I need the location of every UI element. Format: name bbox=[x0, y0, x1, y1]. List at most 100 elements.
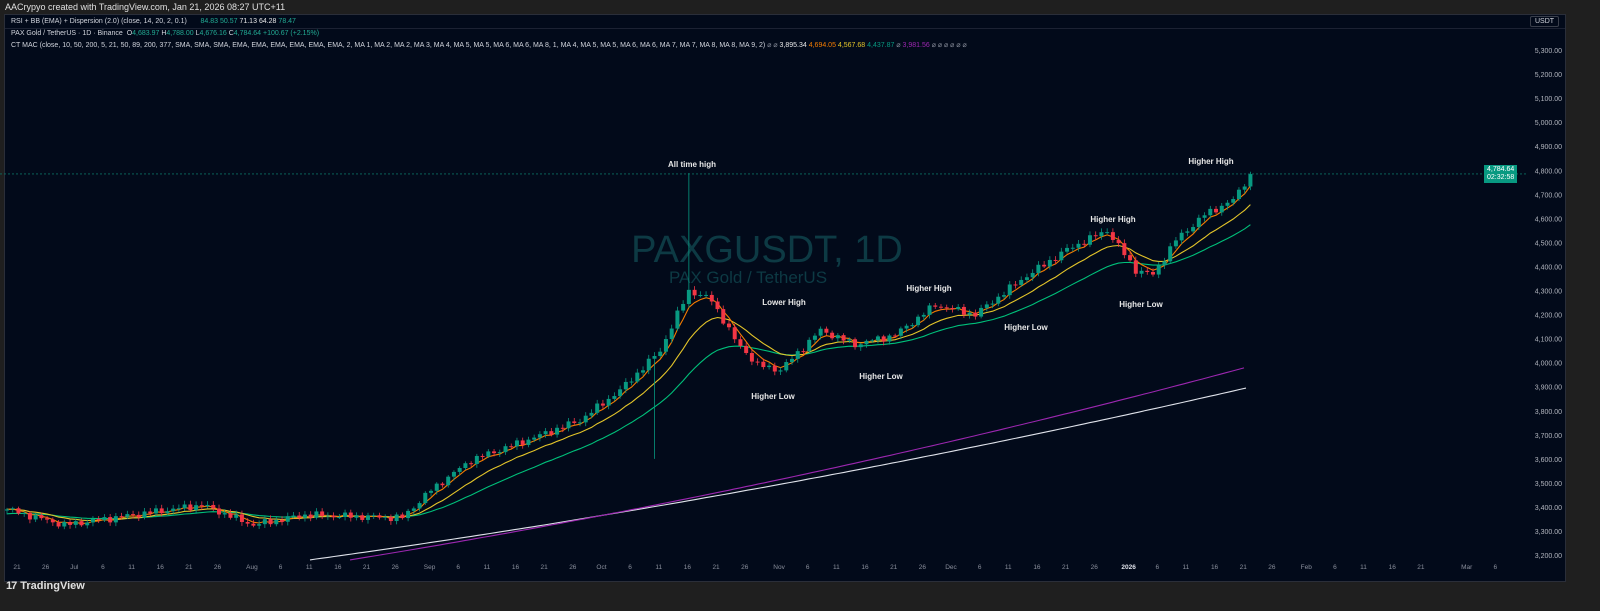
candle-body bbox=[182, 504, 187, 509]
candle-body bbox=[841, 335, 846, 341]
candle bbox=[1156, 261, 1161, 279]
candle-body bbox=[434, 483, 439, 491]
candle bbox=[85, 519, 90, 529]
price-tick: 3,900.00 bbox=[1535, 385, 1562, 392]
candle-body bbox=[45, 518, 50, 520]
currency-button[interactable]: USDT bbox=[1530, 16, 1560, 27]
price-tick: 3,500.00 bbox=[1535, 481, 1562, 488]
candle bbox=[1047, 256, 1052, 270]
candle bbox=[1185, 228, 1190, 237]
date-tick: 6 bbox=[1494, 564, 1498, 571]
candle-body bbox=[1185, 231, 1190, 233]
candle-body bbox=[50, 519, 55, 523]
candle-body bbox=[1093, 235, 1098, 237]
candle-body bbox=[698, 295, 703, 297]
candle-body bbox=[1065, 247, 1070, 252]
price-tick: 5,300.00 bbox=[1535, 48, 1562, 55]
rsi-legend[interactable]: RSI + BB (EMA) + Dispersion (2.0) (close… bbox=[5, 15, 1565, 29]
candle-body bbox=[153, 508, 158, 514]
candle-body bbox=[406, 510, 411, 519]
candle bbox=[812, 333, 817, 344]
date-tick: Aug bbox=[246, 564, 258, 571]
candle bbox=[847, 337, 852, 343]
candle bbox=[171, 504, 176, 515]
candle bbox=[90, 516, 95, 527]
candle-body bbox=[108, 517, 113, 523]
candle-body bbox=[469, 463, 474, 465]
date-tick: 16 bbox=[684, 564, 692, 571]
candle-body bbox=[543, 431, 548, 435]
date-tick: 6 bbox=[456, 564, 460, 571]
candle-body bbox=[784, 362, 789, 371]
candle-body bbox=[824, 328, 829, 333]
candle-body bbox=[509, 446, 514, 448]
candle bbox=[824, 326, 829, 336]
candle bbox=[257, 520, 262, 530]
candle bbox=[830, 330, 835, 341]
date-tick: 16 bbox=[1389, 564, 1397, 571]
mac-null: ⌀ bbox=[896, 42, 901, 49]
candle-body bbox=[1128, 255, 1133, 261]
mac-value: 4,567.68 bbox=[837, 42, 866, 49]
candle bbox=[572, 417, 577, 425]
candle bbox=[136, 511, 141, 522]
mac-legend[interactable]: CT MAC (close, 10, 50, 200, 5, 21, 50, 8… bbox=[11, 41, 967, 49]
candle-body bbox=[761, 361, 766, 368]
candle bbox=[1219, 202, 1224, 216]
candle-body bbox=[1070, 247, 1075, 249]
candle-body bbox=[1196, 217, 1201, 228]
symbol-legend[interactable]: PAX Gold / TetherUS · 1D · Binance O4,68… bbox=[11, 30, 319, 37]
candle-body bbox=[217, 508, 222, 515]
candle bbox=[39, 512, 44, 521]
candle-body bbox=[864, 340, 869, 345]
candle bbox=[343, 509, 348, 521]
candle-body bbox=[297, 515, 302, 518]
candle-body bbox=[33, 514, 38, 520]
candle-body bbox=[348, 512, 353, 518]
candle bbox=[646, 354, 651, 375]
candle bbox=[875, 334, 880, 344]
candle bbox=[801, 348, 806, 355]
candle-body bbox=[199, 505, 204, 507]
candle bbox=[434, 482, 439, 495]
price-tick: 4,700.00 bbox=[1535, 192, 1562, 199]
candle bbox=[898, 326, 903, 340]
candle-body bbox=[973, 312, 978, 317]
candle bbox=[1214, 205, 1219, 215]
price-tick: 3,200.00 bbox=[1535, 553, 1562, 560]
candle bbox=[1133, 256, 1138, 277]
candle bbox=[291, 511, 296, 519]
candle-body bbox=[938, 306, 943, 308]
candle-body bbox=[1110, 232, 1115, 240]
candle bbox=[566, 418, 571, 432]
candle-body bbox=[990, 303, 995, 305]
mac-null: ⌀ ⌀ ⌀ ⌀ ⌀ ⌀ bbox=[931, 42, 967, 49]
candle-body bbox=[62, 521, 67, 527]
candle bbox=[348, 509, 353, 522]
candle-body bbox=[807, 339, 812, 352]
change-value: +100.67 (+2.15%) bbox=[262, 30, 320, 37]
candle-body bbox=[1116, 239, 1121, 244]
date-tick: 26 bbox=[569, 564, 577, 571]
candle-body bbox=[5, 509, 9, 511]
candle bbox=[589, 409, 594, 419]
candle-body bbox=[1082, 243, 1087, 245]
candle bbox=[1242, 184, 1247, 194]
candle-body bbox=[1030, 272, 1035, 278]
candle-body bbox=[618, 389, 623, 397]
candle bbox=[893, 333, 898, 338]
candle-body bbox=[360, 515, 365, 520]
candle bbox=[159, 504, 164, 517]
chart-panel[interactable]: RSI + BB (EMA) + Dispersion (2.0) (close… bbox=[4, 14, 1566, 582]
date-tick: Nov bbox=[773, 564, 785, 571]
candle bbox=[285, 512, 290, 526]
candle bbox=[652, 352, 657, 459]
price-tick: 5,000.00 bbox=[1535, 120, 1562, 127]
date-tick: 11 bbox=[128, 564, 135, 571]
candle bbox=[950, 305, 955, 313]
candle-body bbox=[1208, 208, 1213, 216]
annotation-label: Higher High bbox=[1188, 157, 1233, 166]
candle-body bbox=[16, 508, 21, 514]
date-tick: 6 bbox=[806, 564, 810, 571]
